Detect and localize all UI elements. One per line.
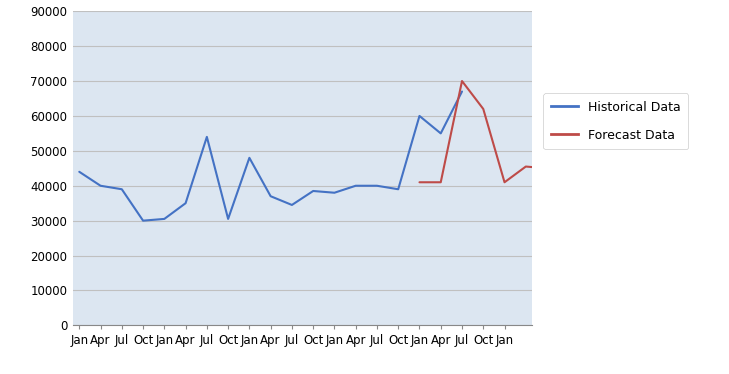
Legend: Historical Data, Forecast Data: Historical Data, Forecast Data (543, 93, 688, 149)
